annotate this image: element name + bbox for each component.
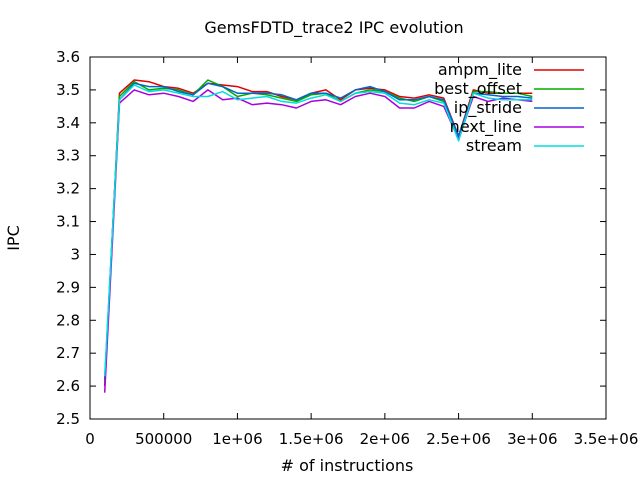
legend-label-next-line: next_line	[450, 117, 522, 137]
series-line-stream	[103, 84, 533, 377]
y-tick-label-1: 2.6	[56, 377, 80, 395]
y-tick-label-7: 3.2	[56, 180, 80, 198]
series-line-ip-stride	[103, 82, 533, 380]
series-lines	[103, 79, 533, 393]
legend-label-ip-stride: ip_stride	[454, 98, 522, 118]
y-tick-label-11: 3.6	[56, 48, 80, 66]
x-axis-label: # of instructions	[281, 456, 414, 475]
legend-label-ampm-lite: ampm_lite	[438, 60, 522, 80]
x-tick-label-7: 3.5e+06	[574, 430, 639, 448]
y-tick-label-4: 2.9	[56, 278, 80, 296]
legend: ampm_litebest_offsetip_stridenext_linest…	[434, 60, 584, 155]
y-tick-label-10: 3.5	[56, 81, 80, 99]
x-axis: 0 500000 1e+06 1.5e+06 2e+06 2.5e+06 3e+06 3.5e…	[85, 57, 638, 448]
x-tick-label-4: 2e+06	[360, 430, 410, 448]
x-tick-label-3: 1.5e+06	[279, 430, 344, 448]
x-tick-label-1: 500000	[135, 430, 192, 448]
y-tick-label-6: 3.1	[56, 213, 80, 231]
y-axis-label: IPC	[4, 225, 23, 251]
plot-border	[89, 56, 607, 420]
y-tick-label-5: 3	[70, 245, 80, 263]
plot-frame	[89, 56, 607, 420]
y-tick-label-2: 2.7	[56, 344, 80, 362]
x-tick-label-2: 1e+06	[212, 430, 262, 448]
x-tick-label-0: 0	[85, 430, 95, 448]
y-tick-label-3: 2.8	[56, 311, 80, 329]
chart-title: GemsFDTD_trace2 IPC evolution	[204, 18, 463, 38]
legend-label-best-offset: best_offset	[434, 79, 522, 99]
y-tick-label-9: 3.4	[56, 114, 80, 132]
y-tick-label-8: 3.3	[56, 147, 80, 165]
x-tick-label-6: 3e+06	[507, 430, 557, 448]
y-tick-label-0: 2.5	[56, 410, 80, 428]
legend-label-stream: stream	[466, 136, 522, 155]
x-tick-label-5: 2.5e+06	[426, 430, 491, 448]
y-axis: 2.5 2.6 2.7 2.8 2.9 3 3.1 3.2 3.3 3.4 3.5 3.6	[56, 48, 606, 428]
